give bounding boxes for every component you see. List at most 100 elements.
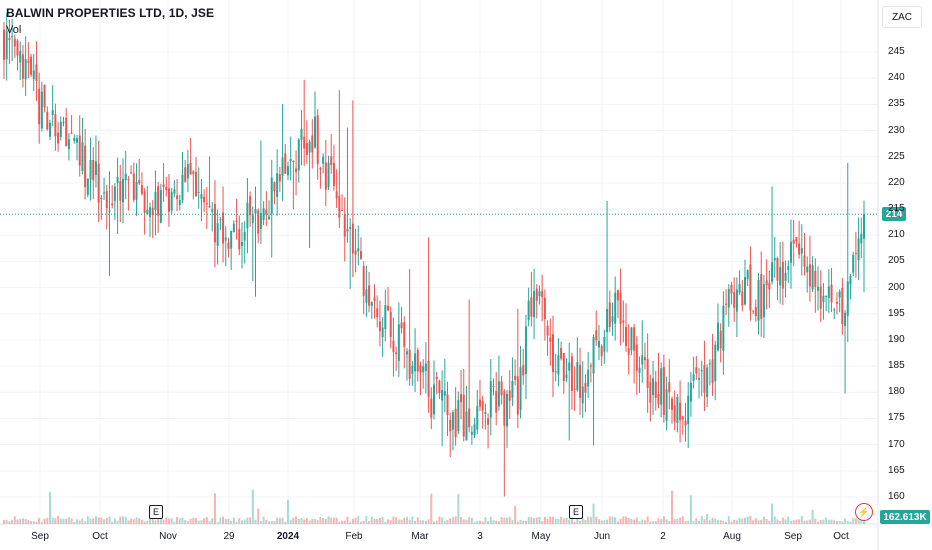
candle-body <box>533 290 536 318</box>
candle-body <box>389 312 392 337</box>
lightning-icon[interactable]: ⚡ <box>855 503 873 521</box>
volume-bar <box>249 517 252 524</box>
candle-body <box>833 309 836 311</box>
volume-bar <box>546 518 549 524</box>
volume-bar <box>422 520 425 524</box>
volume-bar <box>727 516 730 524</box>
volume-bar <box>295 516 298 524</box>
candle-body <box>295 168 298 173</box>
candle-body <box>51 110 54 116</box>
volume-bar <box>405 516 408 524</box>
candle-body <box>849 276 852 285</box>
candle-body <box>365 289 368 303</box>
volume-bar <box>589 516 592 524</box>
candle-body <box>286 165 289 176</box>
candle-body <box>289 159 292 162</box>
volume-bar <box>765 519 768 524</box>
candle-body <box>592 337 595 374</box>
candle-body <box>860 233 863 244</box>
candle-body <box>246 202 249 229</box>
volume-bar <box>554 518 557 524</box>
candle-body <box>492 386 495 388</box>
volume-bar <box>581 518 584 524</box>
volume-bar <box>587 516 590 524</box>
price-tick-label: 205 <box>888 255 905 267</box>
candle-body <box>157 186 160 216</box>
candle-body <box>400 322 403 329</box>
candle-body <box>316 115 319 164</box>
candle-body <box>73 137 76 141</box>
candle-body <box>781 261 784 289</box>
volume-bar <box>738 517 741 524</box>
candle-body <box>741 291 744 306</box>
candle-body <box>176 195 179 200</box>
candle-body <box>203 196 206 203</box>
volume-bar <box>105 517 108 524</box>
time-tick-label: Jun <box>593 531 611 542</box>
candle-body <box>86 178 89 195</box>
volume-bar <box>695 518 698 524</box>
earnings-event-marker[interactable]: E <box>569 505 583 519</box>
volume-bar <box>395 517 398 524</box>
candle-body <box>538 291 541 297</box>
volume-bar <box>779 520 782 524</box>
volume-bar <box>27 520 30 524</box>
candle-body <box>643 357 646 361</box>
candle-body <box>408 349 411 379</box>
volume-bar <box>803 521 806 524</box>
candle-body <box>565 374 568 378</box>
candle-body <box>135 181 138 200</box>
candle-body <box>616 290 619 301</box>
volume-bar <box>316 519 319 524</box>
earnings-event-marker[interactable]: E <box>149 505 163 519</box>
volume-bar <box>376 518 379 524</box>
candle-body <box>560 348 563 359</box>
volume-bar <box>246 517 249 524</box>
candle-body <box>681 416 684 420</box>
volume-bar <box>54 518 57 524</box>
volume-bar <box>230 520 233 524</box>
candle-body <box>257 210 260 234</box>
volume-bar <box>687 520 690 524</box>
candle-body <box>711 359 714 384</box>
volume-bar <box>625 516 628 524</box>
volume-bar <box>776 519 779 524</box>
volume-bar <box>281 517 284 524</box>
volume-bar <box>570 516 573 524</box>
volume-bar <box>584 520 587 524</box>
volume-bar <box>503 517 506 524</box>
volume-bar <box>622 516 625 524</box>
candle-body <box>795 237 798 242</box>
candle-body <box>378 321 381 332</box>
volume-bar <box>524 520 527 524</box>
volume-bar <box>754 518 757 524</box>
volume-bar <box>159 517 162 524</box>
candle-body <box>165 186 168 191</box>
volume-bar <box>359 521 362 524</box>
volume-bar <box>335 517 338 524</box>
time-tick-label: Oct <box>833 531 849 542</box>
candle-body <box>67 139 70 150</box>
candle-body <box>611 316 614 322</box>
candle-body <box>481 401 484 411</box>
candle-body <box>827 286 830 298</box>
volume-bar <box>24 518 27 524</box>
currency-button[interactable]: ZAC <box>882 6 922 28</box>
candle-body <box>684 420 687 426</box>
price-tick-label: 190 <box>888 333 905 345</box>
candle-body <box>633 327 636 351</box>
candle-body <box>698 377 701 380</box>
volume-bar <box>308 520 311 524</box>
candle-body <box>768 282 771 290</box>
candle-body <box>625 326 628 347</box>
volume-bar <box>170 518 173 524</box>
candle-body <box>30 56 33 75</box>
volume-bar <box>449 518 452 524</box>
volume-bar <box>403 517 406 524</box>
candle-body <box>208 205 211 208</box>
volume-bar <box>373 519 376 524</box>
candle-body <box>303 136 306 149</box>
volume-bar <box>811 509 814 524</box>
volume-bar <box>84 521 87 524</box>
